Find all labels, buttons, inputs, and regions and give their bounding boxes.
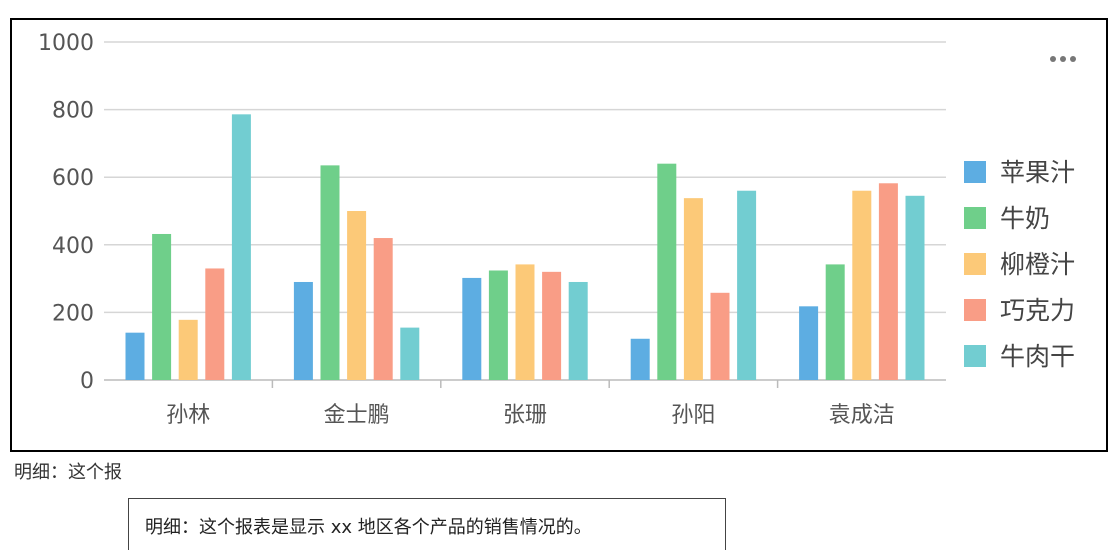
- more-options-icon[interactable]: [1050, 52, 1086, 66]
- x-tick-label: 孙林: [166, 403, 210, 428]
- x-tick-label: 孙阳: [671, 403, 715, 428]
- bar: [231, 114, 251, 380]
- bar: [462, 277, 482, 380]
- more-dot: [1070, 56, 1076, 62]
- legend-label: 巧克力: [1000, 296, 1075, 325]
- bar: [852, 190, 872, 380]
- legend-label: 牛奶: [1000, 204, 1050, 233]
- more-dot: [1060, 56, 1066, 62]
- y-tick-label: 400: [52, 234, 94, 259]
- y-tick-label: 600: [52, 166, 94, 191]
- bar: [905, 195, 925, 380]
- bar: [400, 327, 420, 380]
- bar: [630, 338, 650, 380]
- bar: [178, 319, 198, 380]
- x-tick-label: 金士鹏: [324, 403, 390, 428]
- legend-swatch: [964, 299, 986, 321]
- bar: [320, 165, 340, 380]
- legend-swatch: [964, 345, 986, 367]
- bar: [710, 292, 730, 380]
- bar: [347, 211, 367, 380]
- bar: [125, 332, 145, 380]
- y-tick-label: 800: [52, 99, 94, 124]
- bar: [373, 238, 393, 380]
- bar: [515, 264, 535, 380]
- bar: [657, 163, 677, 380]
- y-tick-label: 0: [80, 369, 94, 394]
- note-tooltip: 明细：这个报表是显示 xx 地区各个产品的销售情况的。: [128, 498, 726, 550]
- bar: [488, 270, 508, 380]
- bar: [737, 190, 757, 380]
- x-tick-label: 袁成洁: [829, 403, 895, 428]
- bar: [205, 268, 225, 380]
- legend-swatch: [964, 253, 986, 275]
- bar: [825, 264, 845, 380]
- note-preview: 明细：这个报: [14, 462, 122, 483]
- legend-swatch: [964, 207, 986, 229]
- legend-label: 柳橙汁: [1000, 250, 1075, 279]
- bar: [683, 198, 703, 380]
- legend-swatch: [964, 161, 986, 183]
- bar: [799, 306, 819, 380]
- bar: [293, 281, 313, 380]
- legend-label: 苹果汁: [1000, 158, 1075, 187]
- legend-label: 牛肉干: [1000, 342, 1075, 371]
- bar-chart: 0 200 400 600 800 1000 孙林 金士鹏 张珊 孙阳 袁成洁 苹果汁牛奶柳橙汁巧克力…: [38, 31, 1075, 428]
- chart-container: 0 200 400 600 800 1000 孙林 金士鹏 张珊 孙阳 袁成洁 苹果汁牛奶柳橙汁巧克力…: [10, 18, 1108, 452]
- bar: [542, 271, 562, 380]
- bar: [568, 281, 588, 380]
- y-tick-label: 200: [52, 301, 94, 326]
- bar: [152, 233, 172, 380]
- y-tick-label: 1000: [38, 31, 94, 56]
- x-tick-label: 张珊: [503, 403, 547, 428]
- more-dot: [1050, 56, 1056, 62]
- bar: [878, 183, 898, 380]
